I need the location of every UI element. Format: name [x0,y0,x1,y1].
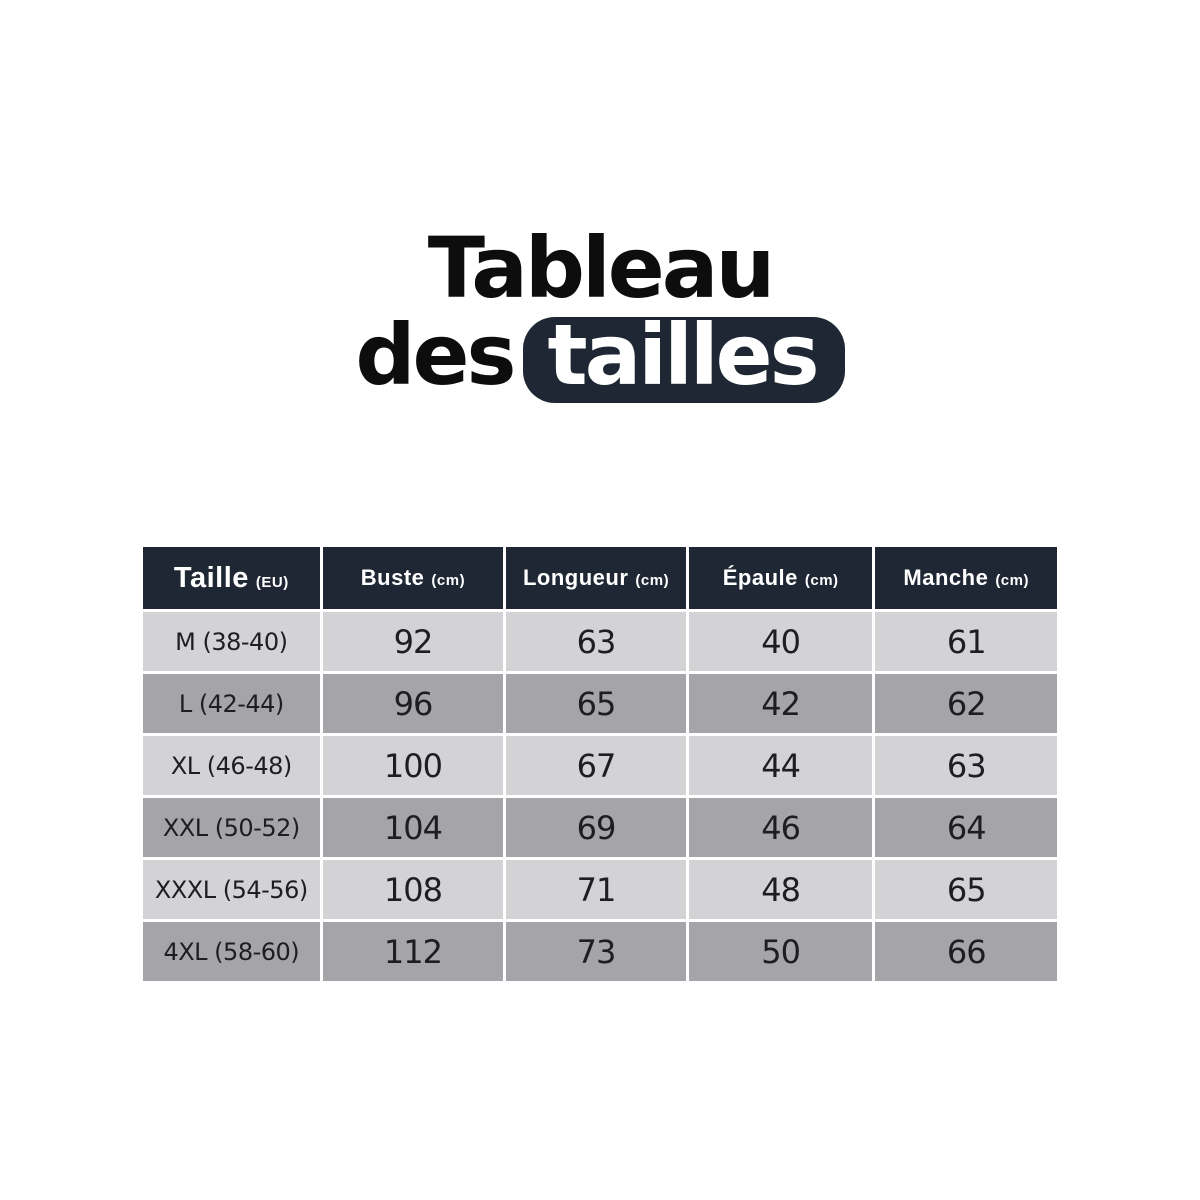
value-cell-longueur: 71 [506,860,686,919]
title-highlight-pill: tailles [523,313,845,403]
value-cell-epaule: 48 [688,860,873,919]
title-word-des: des [355,306,516,404]
column-header-unit: (cm) [635,572,670,589]
page-title: Tableau des tailles [0,219,1200,403]
size-cell-xxxl: XXXL (54-56) [143,860,320,919]
column-header-manche: Manche (cm) [875,547,1057,609]
column-header-inner: Buste (cm) [361,565,465,591]
column-header-label: Taille [173,561,249,594]
value-cell-epaule: 44 [688,736,873,795]
value-cell-buste: 100 [322,736,504,795]
value-cell-manche: 64 [875,798,1057,857]
column-header-inner: Taille (EU) [174,562,289,595]
column-header-longueur: Longueur (cm) [506,547,686,609]
value-cell-manche: 63 [875,736,1057,795]
value-cell-buste: 96 [322,674,504,733]
column-header-inner: Épaule (cm) [723,565,839,591]
value-cell-buste: 104 [322,798,504,857]
size-cell-m: M (38-40) [143,612,320,671]
value-cell-manche: 61 [875,612,1057,671]
size-table: Taille (EU) Buste (cm) Longueur (cm) Épa… [143,547,1057,981]
value-cell-buste: 92 [322,612,504,671]
column-header-unit: (EU) [255,573,289,591]
value-cell-epaule: 46 [688,798,873,857]
value-cell-longueur: 73 [506,922,686,981]
title-line-2: des tailles [0,312,1200,403]
column-header-inner: Longueur (cm) [523,565,669,591]
title-line-1: Tableau [427,219,776,317]
size-cell-xl: XL (46-48) [143,736,320,795]
column-header-unit: (cm) [431,572,466,589]
size-cell-l: L (42-44) [143,674,320,733]
value-cell-manche: 65 [875,860,1057,919]
column-header-label: Buste [360,565,425,590]
value-cell-longueur: 63 [506,612,686,671]
column-header-label: Épaule [722,565,798,590]
column-header-taille: Taille (EU) [143,547,320,609]
value-cell-longueur: 69 [506,798,686,857]
column-header-label: Manche [903,565,989,590]
value-cell-epaule: 50 [688,922,873,981]
column-header-label: Longueur [522,565,629,590]
size-cell-xxl: XXL (50-52) [143,798,320,857]
value-cell-epaule: 42 [688,674,873,733]
column-header-buste: Buste (cm) [322,547,504,609]
value-cell-epaule: 40 [688,612,873,671]
column-header-inner: Manche (cm) [903,565,1029,591]
size-cell-4xl: 4XL (58-60) [143,922,320,981]
value-cell-longueur: 67 [506,736,686,795]
column-header-epaule: Épaule (cm) [688,547,873,609]
value-cell-buste: 112 [322,922,504,981]
column-header-unit: (cm) [995,572,1029,589]
value-cell-manche: 66 [875,922,1057,981]
value-cell-buste: 108 [322,860,504,919]
value-cell-manche: 62 [875,674,1057,733]
column-header-unit: (cm) [804,572,839,589]
value-cell-longueur: 65 [506,674,686,733]
